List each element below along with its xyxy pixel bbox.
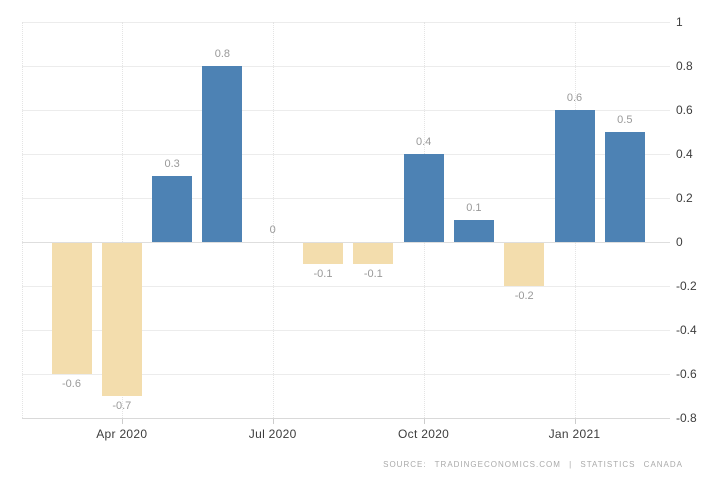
- y-gridline: [22, 66, 670, 67]
- y-axis-tick-label: 1: [676, 15, 683, 29]
- bar-value-label: 0.4: [415, 136, 432, 148]
- bar-positive[interactable]: [554, 110, 595, 242]
- bar-value-label: -0.2: [514, 290, 534, 302]
- y-gridline: [22, 286, 670, 287]
- y-axis-tick-label: 0: [676, 235, 683, 249]
- x-axis-line: [22, 418, 670, 419]
- bar-negative[interactable]: [353, 243, 394, 264]
- bar-positive[interactable]: [604, 132, 645, 242]
- y-gridline: [22, 110, 670, 111]
- x-axis-tick-label: Jan 2021: [548, 427, 601, 441]
- x-axis-tickmark: [423, 418, 425, 424]
- x-axis-tick-label: Apr 2020: [96, 427, 148, 441]
- bar-value-label: -0.1: [363, 268, 383, 280]
- bar-positive[interactable]: [403, 154, 444, 242]
- source-credit: SOURCE: TRADINGECONOMICS.COM | STATISTIC…: [383, 460, 683, 469]
- x-gridline: [121, 22, 123, 418]
- y-gridline: [22, 22, 670, 23]
- bar-negative[interactable]: [51, 243, 92, 374]
- y-axis-tick-label: 0.2: [676, 191, 693, 205]
- bar-negative[interactable]: [504, 243, 545, 286]
- y-gridline: [22, 330, 670, 331]
- bar-value-label: 0: [269, 224, 276, 236]
- y-axis-tick-label: 0.8: [676, 59, 693, 73]
- bar-value-label: -0.6: [62, 378, 81, 390]
- x-axis-tick-label: Jul 2020: [248, 427, 297, 441]
- y-axis-tick-label: -0.4: [676, 323, 697, 337]
- bar-negative[interactable]: [303, 243, 343, 264]
- y-axis-tick-label: -0.6: [676, 367, 697, 381]
- bar-value-label: 0.8: [214, 48, 231, 60]
- bar-value-label: -0.1: [313, 268, 333, 280]
- y-axis-tick-label: 0.4: [676, 147, 693, 161]
- plot-left-gridline: [22, 22, 23, 418]
- bar-value-label: 0.6: [566, 92, 583, 104]
- x-axis-tickmark: [121, 418, 123, 424]
- bar-value-label: 0.1: [466, 202, 482, 214]
- bar-value-label: 0.5: [617, 114, 633, 126]
- x-axis-tickmark: [574, 418, 576, 424]
- x-gridline: [272, 22, 274, 418]
- bar-positive[interactable]: [453, 220, 494, 242]
- bar-value-label: -0.7: [112, 400, 132, 412]
- y-axis-tick-label: 0.6: [676, 103, 693, 117]
- bar-value-label: 0.3: [164, 158, 180, 170]
- x-axis-tickmark: [272, 418, 274, 424]
- y-gridline: [22, 374, 670, 375]
- y-gridline: [22, 154, 670, 155]
- bar-negative[interactable]: [101, 243, 142, 396]
- y-gridline: [22, 242, 670, 243]
- bar-positive[interactable]: [152, 176, 193, 242]
- bar-positive[interactable]: [202, 66, 243, 242]
- y-gridline: [22, 198, 670, 199]
- y-axis-tick-label: -0.2: [676, 279, 697, 293]
- x-axis-tick-label: Oct 2020: [398, 427, 450, 441]
- y-axis-tick-label: -0.8: [676, 411, 697, 425]
